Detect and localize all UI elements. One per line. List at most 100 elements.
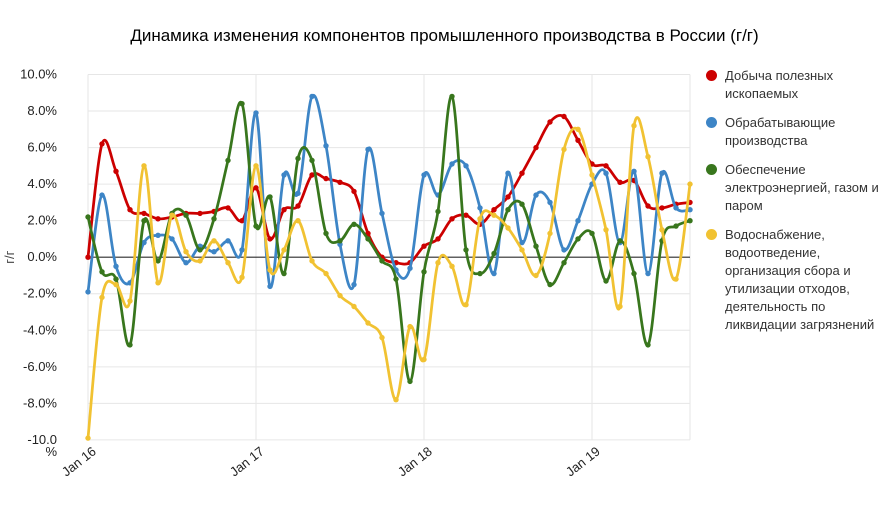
series-1-point-40[interactable] <box>645 270 651 277</box>
series-0-point-24[interactable] <box>421 243 427 249</box>
series-3-point-6[interactable] <box>169 212 175 218</box>
series-1-point-14[interactable] <box>281 172 287 178</box>
series-1-point-11[interactable] <box>239 247 245 253</box>
series-3-point-34[interactable] <box>561 146 567 153</box>
series-3-point-38[interactable] <box>617 303 623 310</box>
series-0-point-34[interactable] <box>561 113 567 120</box>
series-1-point-35[interactable] <box>575 218 581 224</box>
series-1-point-28[interactable] <box>477 205 483 211</box>
series-3-point-29[interactable] <box>491 212 497 218</box>
series-2-point-38[interactable] <box>617 238 623 244</box>
series-1-point-2[interactable] <box>113 263 119 269</box>
series-0-point-3[interactable] <box>127 207 133 213</box>
series-1-point-27[interactable] <box>463 163 469 169</box>
series-2-point-9[interactable] <box>211 216 217 222</box>
series-3-point-10[interactable] <box>225 260 231 266</box>
series-0-point-25[interactable] <box>435 236 441 242</box>
series-3-point-14[interactable] <box>281 247 287 253</box>
series-3-point-36[interactable] <box>589 172 595 178</box>
series-3-point-26[interactable] <box>449 263 455 269</box>
series-1-point-26[interactable] <box>449 161 455 167</box>
series-1-point-21[interactable] <box>379 210 385 217</box>
series-2[interactable] <box>85 93 693 385</box>
series-3-point-2[interactable] <box>113 281 119 288</box>
series-2-point-31[interactable] <box>519 201 525 207</box>
series-1-point-42[interactable] <box>673 205 679 211</box>
series-1-point-10[interactable] <box>225 238 231 244</box>
series-2-point-11[interactable] <box>239 101 245 107</box>
series-3-point-40[interactable] <box>645 154 651 160</box>
series-3-point-27[interactable] <box>463 302 469 308</box>
series-3-point-8[interactable] <box>197 258 203 264</box>
series-line-3[interactable] <box>86 116 692 440</box>
legend-item-1[interactable]: Обрабатывающие производства <box>706 114 882 150</box>
series-2-point-12[interactable] <box>253 223 259 229</box>
series-2-point-4[interactable] <box>141 218 147 224</box>
series-2-point-8[interactable] <box>197 247 203 253</box>
series-3[interactable] <box>85 116 693 441</box>
series-2-point-27[interactable] <box>463 247 469 253</box>
series-3-point-9[interactable] <box>211 238 217 244</box>
series-3-point-4[interactable] <box>141 163 147 169</box>
series-2-point-29[interactable] <box>491 250 497 257</box>
series-3-point-24[interactable] <box>421 356 427 363</box>
series-2-point-18[interactable] <box>337 238 343 244</box>
series-2-point-14[interactable] <box>281 270 287 277</box>
series-0-point-33[interactable] <box>547 119 553 125</box>
series-0-point-11[interactable] <box>239 218 245 224</box>
series-0-point-16[interactable] <box>309 172 315 178</box>
series-1-point-37[interactable] <box>603 170 609 176</box>
series-1-point-5[interactable] <box>155 232 161 238</box>
series-3-point-21[interactable] <box>379 334 385 341</box>
series-2-point-17[interactable] <box>323 230 329 237</box>
series-0-point-37[interactable] <box>603 163 609 169</box>
series-1-point-29[interactable] <box>491 270 497 277</box>
series-3-point-0[interactable] <box>85 435 91 441</box>
series-1-point-16[interactable] <box>309 93 315 100</box>
series-3-point-35[interactable] <box>575 126 581 132</box>
series-2-point-43[interactable] <box>687 218 693 224</box>
series-2-point-25[interactable] <box>435 208 441 215</box>
series-2-point-24[interactable] <box>421 269 427 275</box>
series-3-point-13[interactable] <box>267 267 273 273</box>
series-1-point-43[interactable] <box>687 207 693 213</box>
series-2-point-37[interactable] <box>603 278 609 284</box>
series-2-point-28[interactable] <box>477 270 483 277</box>
legend-item-0[interactable]: Добыча полезных ископаемых <box>706 67 882 103</box>
series-3-point-5[interactable] <box>155 280 161 286</box>
series-2-point-21[interactable] <box>379 258 385 264</box>
series-3-point-1[interactable] <box>99 294 105 301</box>
series-3-point-33[interactable] <box>547 230 553 237</box>
series-2-point-33[interactable] <box>547 281 553 288</box>
series-0-point-29[interactable] <box>491 207 497 213</box>
series-0-point-4[interactable] <box>141 210 147 217</box>
series-0-point-15[interactable] <box>295 203 301 209</box>
series-2-point-22[interactable] <box>393 276 399 282</box>
series-0-point-2[interactable] <box>113 168 119 174</box>
legend-item-2[interactable]: Обеспечение электроэнергией, газом и пар… <box>706 161 882 215</box>
series-3-point-22[interactable] <box>393 397 399 403</box>
series-0-point-35[interactable] <box>575 137 581 143</box>
series-0-point-17[interactable] <box>323 175 329 182</box>
series-2-point-20[interactable] <box>365 236 371 242</box>
series-3-point-11[interactable] <box>239 274 245 280</box>
series-2-point-40[interactable] <box>645 342 651 348</box>
series-2-point-34[interactable] <box>561 260 567 266</box>
series-0-point-1[interactable] <box>99 141 105 147</box>
series-2-point-15[interactable] <box>295 155 301 162</box>
series-0-point-27[interactable] <box>463 212 469 218</box>
series-0-point-40[interactable] <box>645 203 651 209</box>
series-3-point-16[interactable] <box>309 258 315 264</box>
series-3-point-3[interactable] <box>127 298 133 304</box>
series-1-point-23[interactable] <box>407 265 413 271</box>
series-1-point-31[interactable] <box>519 239 525 246</box>
series-1-point-24[interactable] <box>421 172 427 178</box>
series-2-point-1[interactable] <box>99 269 105 275</box>
series-3-point-7[interactable] <box>183 249 189 255</box>
series-2-point-42[interactable] <box>673 223 679 229</box>
series-0-point-26[interactable] <box>449 216 455 222</box>
series-3-point-30[interactable] <box>505 225 511 231</box>
series-1-point-33[interactable] <box>547 199 553 206</box>
chart-canvas[interactable]: -10.0 % -8.0% -6.0% -4.0% -2.0% 0.0% 2.0% 4.0% 6.… <box>0 0 700 510</box>
series-1-point-9[interactable] <box>211 249 217 255</box>
